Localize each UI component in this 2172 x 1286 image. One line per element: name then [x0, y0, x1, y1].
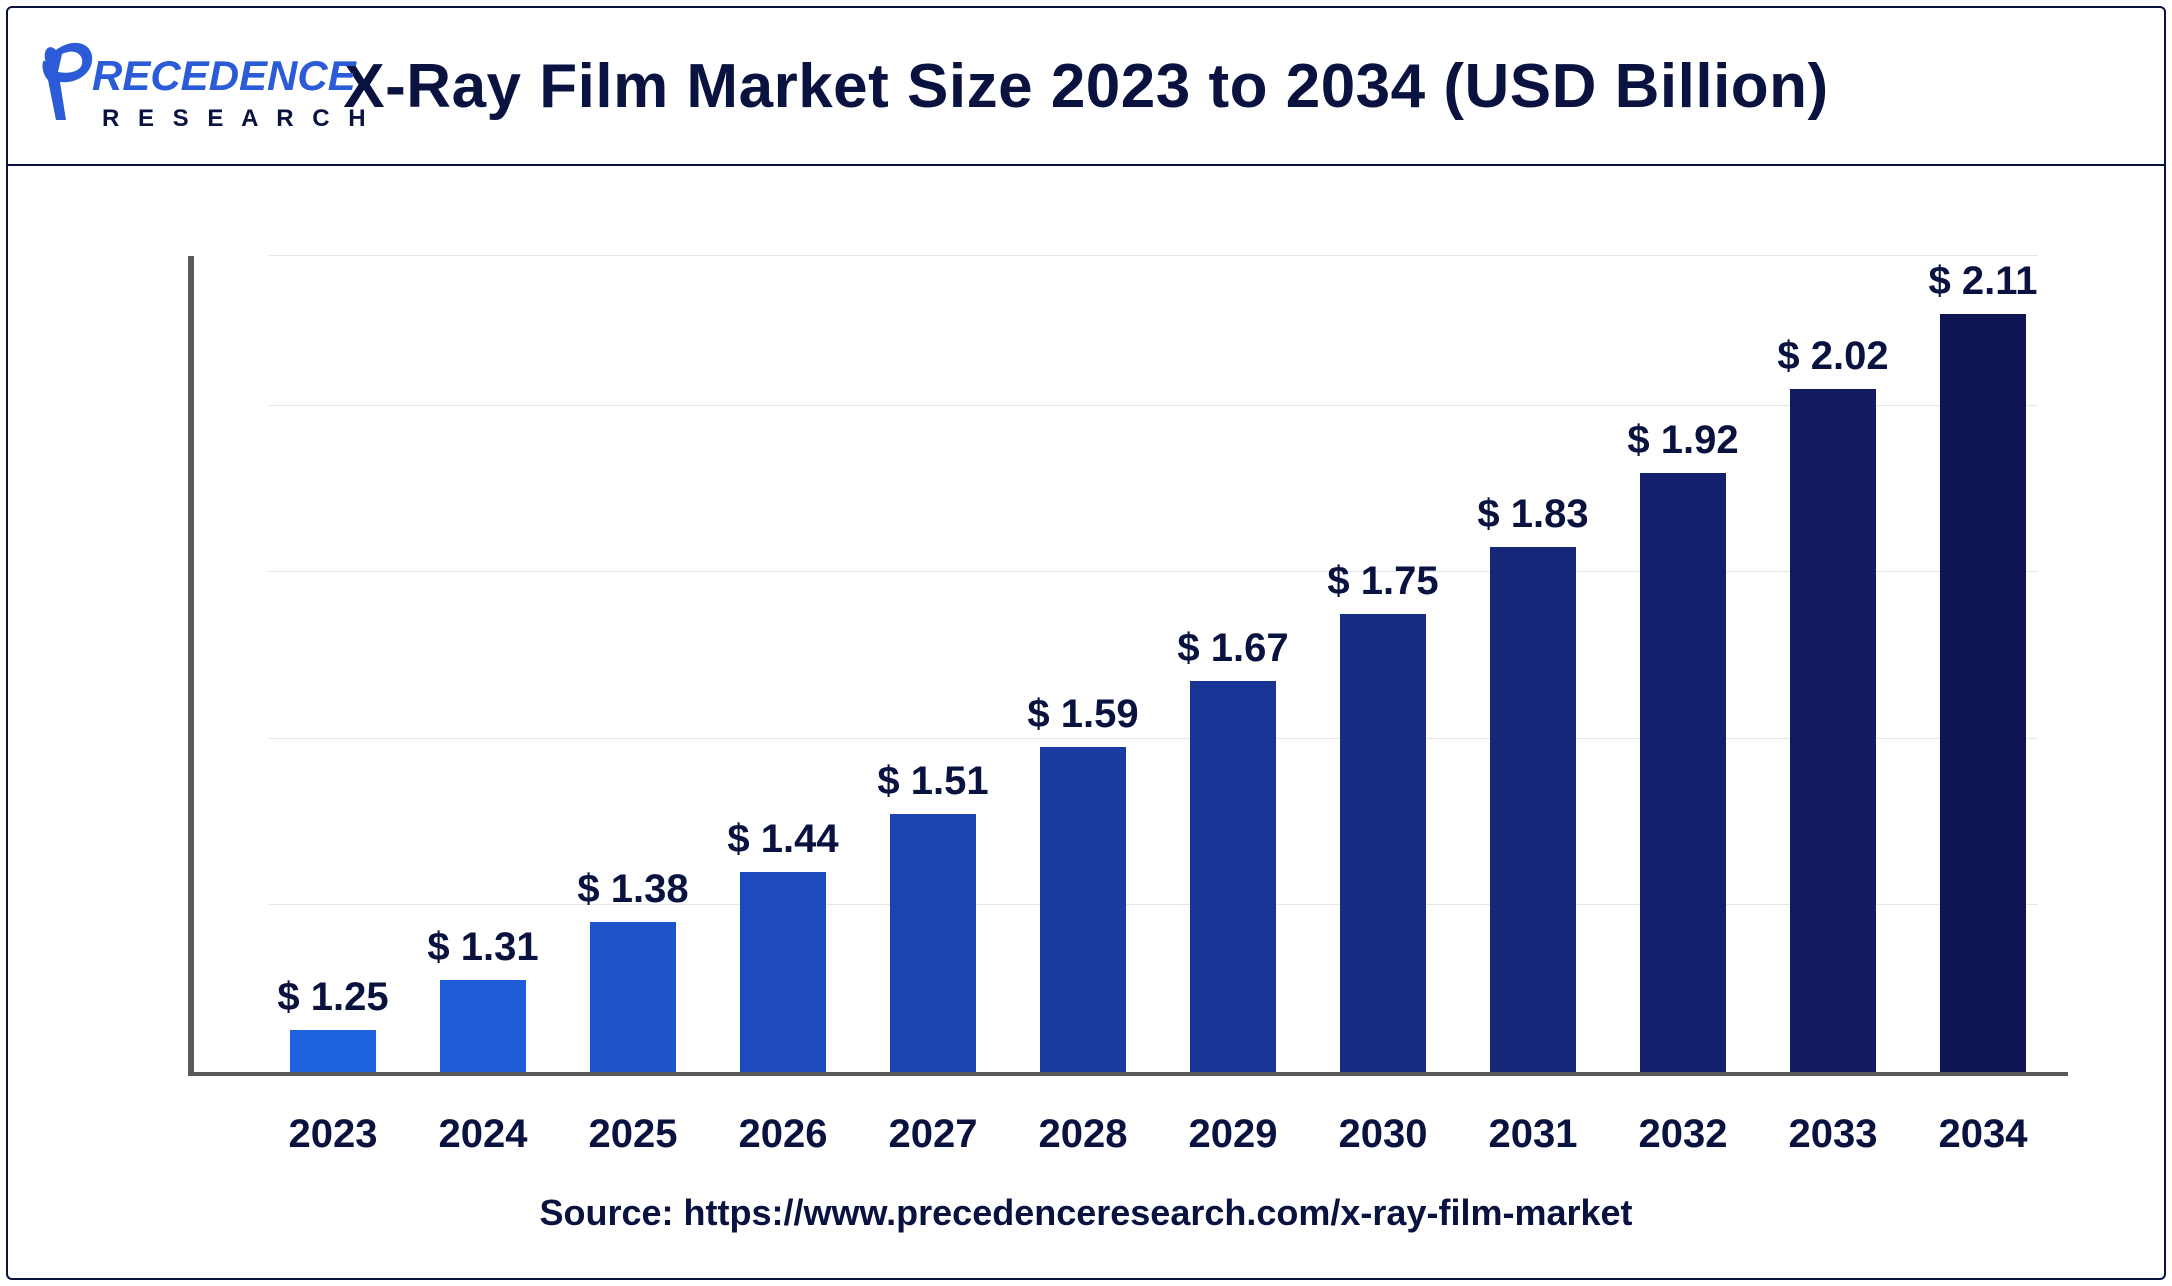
logo-main-text: RECEDENCE	[92, 52, 358, 99]
bar-value-label: $ 1.67	[1177, 626, 1288, 671]
bar-value-label: $ 1.31	[427, 925, 538, 970]
bars-container: $ 1.252023$ 1.312024$ 1.382025$ 1.442026…	[188, 256, 2068, 1072]
x-tick-label: 2025	[589, 1112, 678, 1157]
bar: $ 1.38	[590, 922, 676, 1072]
bar: $ 1.92	[1640, 473, 1726, 1073]
x-tick-label: 2024	[439, 1112, 528, 1157]
x-tick-label: 2026	[739, 1112, 828, 1157]
bar: $ 1.51	[890, 814, 976, 1072]
bar: $ 1.31	[440, 980, 526, 1072]
bar-value-label: $ 2.11	[1928, 259, 2037, 304]
bar: $ 1.67	[1190, 681, 1276, 1072]
bar-value-label: $ 1.51	[877, 759, 988, 804]
chart-card: RECEDENCE R E S E A R C H X-Ray Film Mar…	[6, 6, 2166, 1280]
source-caption: Source: https://www.precedenceresearch.c…	[8, 1192, 2164, 1234]
x-tick-label: 2030	[1339, 1112, 1428, 1157]
bar-value-label: $ 2.02	[1777, 334, 1888, 379]
bar-value-label: $ 1.59	[1027, 692, 1138, 737]
brand-logo: RECEDENCE R E S E A R C H	[38, 32, 378, 142]
bar-value-label: $ 1.83	[1477, 492, 1588, 537]
x-tick-label: 2034	[1939, 1112, 2028, 1157]
bar-value-label: $ 1.92	[1627, 418, 1738, 463]
x-tick-label: 2032	[1639, 1112, 1728, 1157]
header: RECEDENCE R E S E A R C H X-Ray Film Mar…	[8, 8, 2164, 166]
bar: $ 2.11	[1940, 314, 2026, 1072]
bar: $ 1.44	[740, 872, 826, 1072]
bar-value-label: $ 1.25	[277, 975, 388, 1020]
plot-area: $ 1.252023$ 1.312024$ 1.382025$ 1.442026…	[188, 256, 2068, 1076]
x-tick-label: 2027	[889, 1112, 978, 1157]
x-tick-label: 2029	[1189, 1112, 1278, 1157]
bar: $ 2.02	[1790, 389, 1876, 1072]
x-axis	[188, 1072, 2068, 1076]
bar: $ 1.25	[290, 1030, 376, 1072]
bar-value-label: $ 1.44	[727, 817, 838, 862]
bar-value-label: $ 1.75	[1327, 559, 1438, 604]
x-tick-label: 2031	[1489, 1112, 1578, 1157]
x-tick-label: 2033	[1789, 1112, 1878, 1157]
bar: $ 1.75	[1340, 614, 1426, 1072]
x-tick-label: 2028	[1039, 1112, 1128, 1157]
x-tick-label: 2023	[289, 1112, 378, 1157]
bar: $ 1.83	[1490, 547, 1576, 1072]
bar-value-label: $ 1.38	[577, 867, 688, 912]
logo-sub-text: R E S E A R C H	[102, 105, 372, 132]
bar: $ 1.59	[1040, 747, 1126, 1072]
